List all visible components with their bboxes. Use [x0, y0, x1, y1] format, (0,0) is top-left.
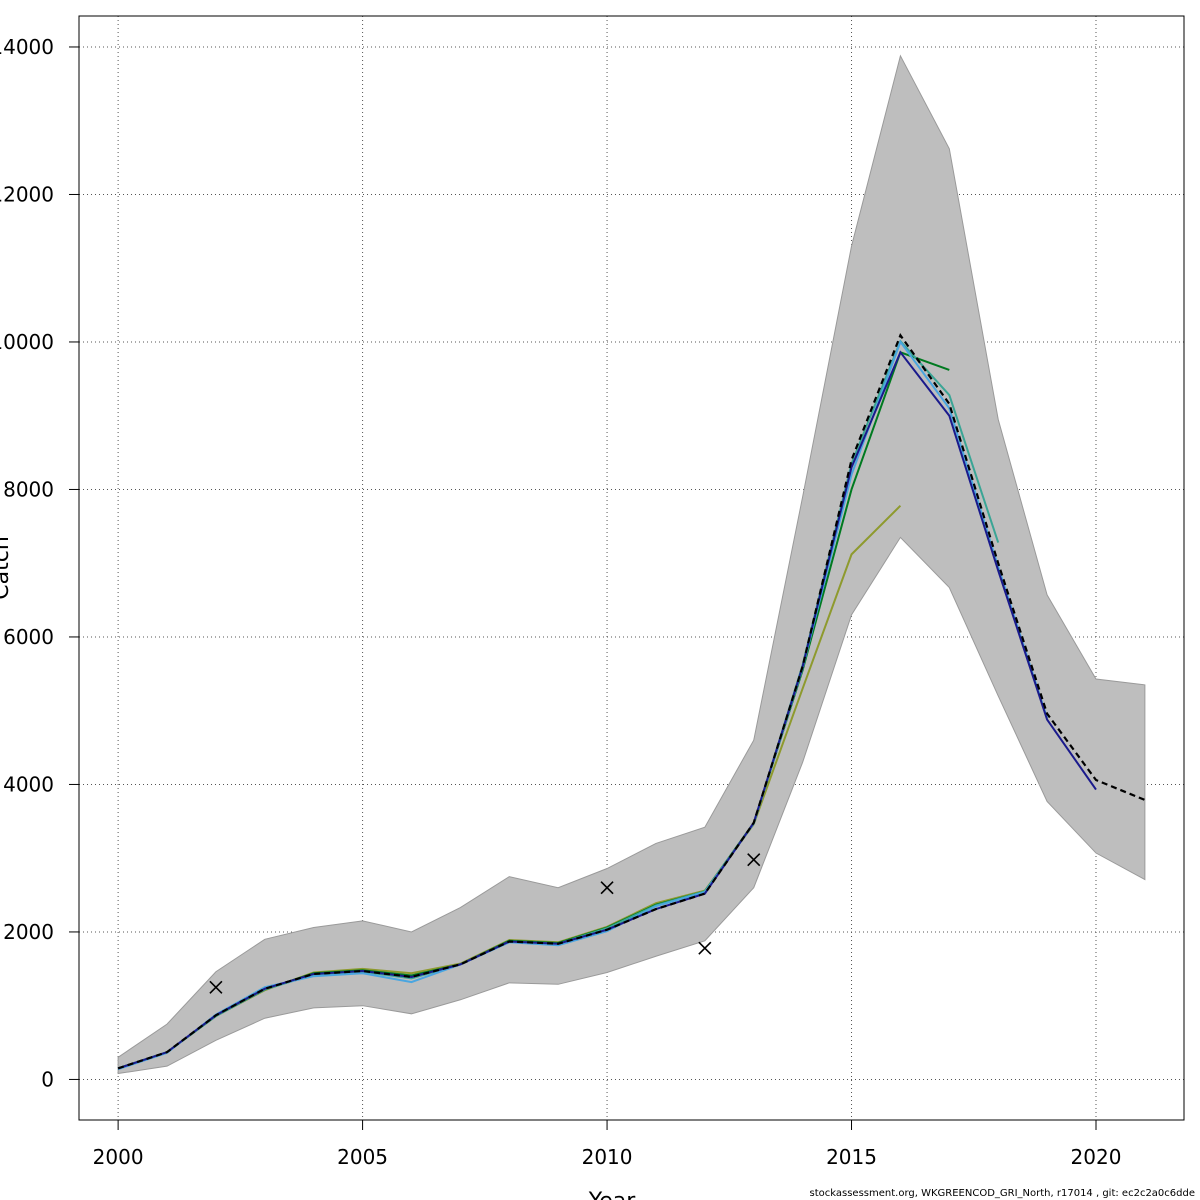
y-tick-label: 4000 — [3, 772, 54, 796]
y-tick-label: 12000 — [0, 182, 54, 206]
plot-frame — [78, 15, 1185, 1121]
y-tick-label: 8000 — [3, 477, 54, 501]
observation-point — [600, 881, 614, 895]
y-tick-label: 2000 — [3, 920, 54, 944]
observation-point — [698, 941, 712, 955]
series-line-2021 — [117, 333, 1146, 1070]
axis-ticks — [69, 46, 1097, 1130]
y-tick-label: 10000 — [0, 330, 54, 354]
observation-point — [747, 853, 761, 867]
confidence-band-layer — [117, 54, 1146, 1075]
confidence-band — [117, 54, 1146, 1075]
x-tick-label: 2015 — [826, 1145, 877, 1169]
series-layer — [117, 333, 1146, 1071]
x-tick-label: 2020 — [1071, 1145, 1122, 1169]
observations-layer — [209, 853, 761, 994]
x-tick-label: 2010 — [582, 1145, 633, 1169]
x-tick-label: 2005 — [337, 1145, 388, 1169]
tick-labels: 2000 2005 2010 2015 2020 0 2000 4000 6000 8000 100… — [0, 35, 1121, 1169]
x-axis-title: Year — [588, 1189, 637, 1200]
footer-text: stockassessment.org, WKGREENCOD_GRI_Nort… — [810, 1188, 1195, 1199]
x-tick-label: 2000 — [93, 1145, 144, 1169]
y-axis-title: Catch — [0, 536, 14, 600]
y-tick-label: 14000 — [0, 35, 54, 59]
y-tick-label: 0 — [41, 1067, 54, 1091]
observation-point — [209, 980, 223, 994]
y-tick-label: 6000 — [3, 625, 54, 649]
